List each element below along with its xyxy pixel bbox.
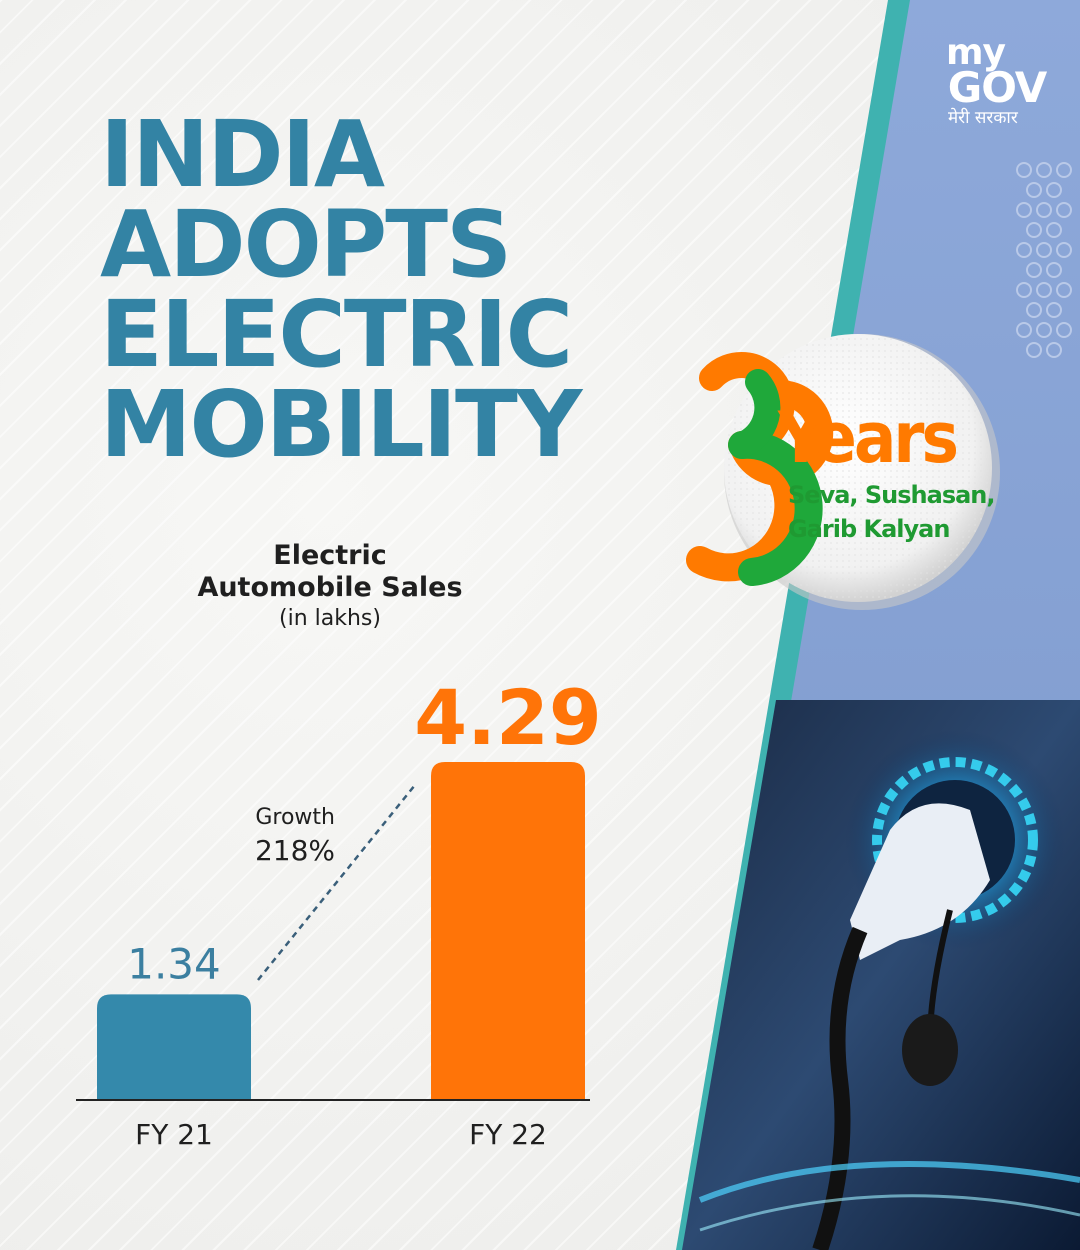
data-label: 4.29 xyxy=(414,673,602,762)
decorative-dots xyxy=(1016,162,1072,358)
x-tick-label: FY 22 xyxy=(469,1118,547,1151)
headline-line-1: INDIA xyxy=(100,101,385,208)
bar-fy-21 xyxy=(97,994,251,1100)
logo-hindi: मेरी सरकार xyxy=(948,108,1018,128)
badge-years: Years xyxy=(778,397,959,479)
charger-cable-icon xyxy=(812,926,868,1250)
headline-line-2: ADOPTS xyxy=(100,191,512,298)
growth-label: Growth xyxy=(255,805,335,830)
x-tick-label: FY 21 xyxy=(135,1118,213,1151)
headline: INDIA ADOPTS ELECTRIC MOBILITY xyxy=(100,101,582,478)
chart-title-line2: Automobile Sales xyxy=(197,572,463,603)
charger-ring-icon xyxy=(872,757,1038,923)
badge-tagline-line1: Seva, Sushasan, xyxy=(788,481,995,509)
logo-my: my xyxy=(946,32,1006,73)
data-label: 1.34 xyxy=(127,939,221,988)
badge-eight-icon xyxy=(686,352,834,586)
badge-tagline: Seva, Sushasan, Garib Kalyan xyxy=(788,478,995,546)
chart-title-line1: Electric xyxy=(273,540,387,571)
growth-value: 218% xyxy=(255,834,335,867)
headline-line-4: MOBILITY xyxy=(100,371,582,478)
mygov-logo: my GOV मेरी सरकार xyxy=(942,32,1052,129)
headline-line-3: ELECTRIC xyxy=(100,281,573,388)
chart-unit: (in lakhs) xyxy=(279,606,381,631)
growth-connector xyxy=(257,784,416,981)
bar-fy-22 xyxy=(431,762,585,1100)
chart-title: Electric Automobile Sales (in lakhs) xyxy=(180,540,480,634)
logo-gov: GOV xyxy=(947,63,1048,112)
charger-plug-icon xyxy=(850,803,990,960)
badge-tagline-line2: Garib Kalyan xyxy=(788,515,950,543)
